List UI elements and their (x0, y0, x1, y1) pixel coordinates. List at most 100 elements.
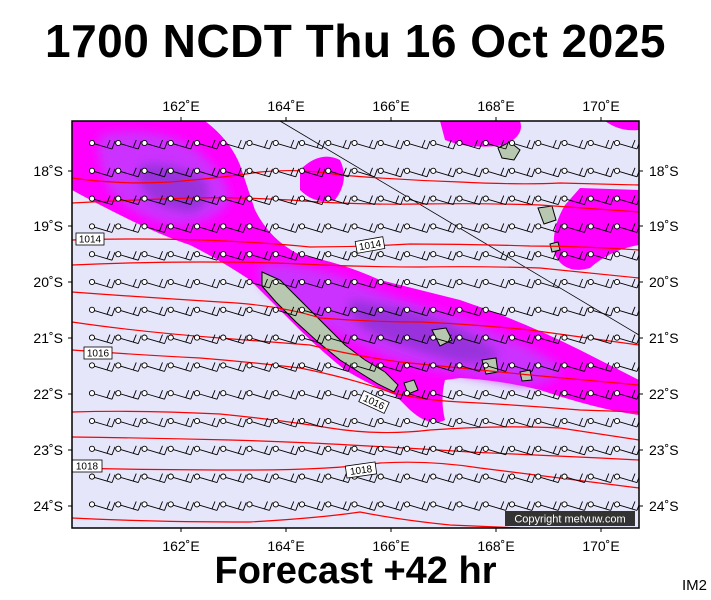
wind-barb (561, 334, 588, 345)
wind-barb (430, 501, 457, 511)
image-code: IM2 (681, 577, 707, 594)
wind-barb (535, 278, 562, 289)
wind-barb (430, 306, 457, 317)
lat-tick-label-right: 20˚S (649, 274, 679, 290)
wind-barb (535, 306, 562, 317)
wind-barb (141, 167, 168, 178)
wind-barb (377, 306, 405, 317)
wind-barb (167, 390, 195, 400)
wind-barb (272, 139, 300, 150)
wind-barb (141, 306, 168, 317)
wind-barb (456, 417, 483, 428)
wind-barb (298, 501, 326, 511)
lat-tick-label-left: 22˚S (33, 386, 63, 402)
wind-barb (430, 473, 457, 484)
wind-barb (141, 473, 168, 484)
wind-barb (325, 278, 352, 289)
wind-barb (561, 473, 588, 484)
wind-barb (535, 251, 562, 261)
wind-barb (587, 278, 615, 289)
wind-barb (88, 139, 116, 150)
wind-barb (482, 445, 510, 456)
wind-barb (88, 251, 116, 261)
wind-barb (141, 195, 168, 206)
wind-barb (456, 390, 483, 400)
wind-barb (587, 445, 615, 456)
isobar-line (72, 291, 639, 346)
wind-barb (456, 278, 483, 289)
svg-text:Copyright metvuw.com: Copyright metvuw.com (514, 514, 625, 526)
wind-barb (456, 223, 483, 233)
wind-barb (456, 139, 483, 150)
wind-barb (141, 223, 168, 233)
wind-barb (587, 334, 615, 345)
wind-barb (246, 362, 273, 372)
wind-barb (561, 445, 588, 456)
svg-text:1018: 1018 (349, 464, 373, 478)
vanuatu-island (537, 205, 557, 225)
wind-barb (430, 362, 457, 372)
wind-barb (561, 278, 588, 289)
wind-barb (351, 195, 378, 206)
wind-barb (508, 501, 536, 511)
wind-barb (403, 501, 431, 511)
wind-barb (482, 501, 510, 511)
wind-barb (508, 251, 536, 261)
lat-tick-label-left: 20˚S (33, 274, 63, 290)
isobar-label: 1016 (83, 346, 113, 360)
wind-barb (508, 306, 536, 317)
wind-barb (272, 306, 300, 317)
wind-barb (141, 417, 168, 428)
wind-barb (298, 362, 326, 372)
wind-barb (193, 251, 221, 261)
wind-barb (403, 445, 431, 456)
wind-barb (377, 251, 405, 261)
wind-barb (561, 501, 588, 511)
map-frame (71, 120, 640, 529)
wind-barb (535, 167, 562, 178)
wind-barb (351, 445, 378, 456)
wind-barb (482, 251, 510, 261)
wind-barb (508, 278, 536, 289)
wind-barb (561, 167, 588, 178)
wind-barb (587, 501, 615, 511)
wind-barb (193, 167, 221, 178)
wind-barb (430, 167, 457, 178)
wind-barb (88, 278, 116, 289)
isobar-line (72, 461, 639, 489)
lat-tick-label-right: 18˚S (649, 163, 679, 179)
isobar-line (72, 169, 639, 186)
wind-barb (220, 473, 247, 484)
wind-barb (403, 334, 431, 345)
wind-barb (141, 501, 168, 511)
wind-barb (272, 195, 300, 206)
wind-barb (193, 390, 221, 400)
wind-barb (115, 390, 142, 400)
wind-barb (508, 195, 536, 206)
wind-barb (220, 195, 247, 206)
wind-barb (193, 501, 221, 511)
forecast-label: Forecast +42 hr (214, 550, 497, 592)
wind-barb (377, 223, 405, 233)
wind-barb (88, 195, 116, 206)
wind-barb (220, 167, 247, 178)
wind-barb (272, 334, 300, 345)
wind-barb (325, 195, 352, 206)
wind-barb (167, 473, 195, 484)
wind-barb (430, 334, 457, 345)
wind-barb (377, 390, 405, 400)
wind-barb (220, 223, 247, 233)
wind-barb (167, 306, 195, 317)
wind-barb (88, 445, 116, 456)
wind-barb (193, 278, 221, 289)
wind-barb (115, 139, 142, 150)
wind-barb (325, 223, 352, 233)
isobar-label: 1014 (354, 236, 386, 254)
wind-barb (561, 223, 588, 233)
wind-barb (220, 445, 247, 456)
wind-barb (88, 167, 116, 178)
wind-barb (377, 417, 405, 428)
wind-barb (115, 251, 142, 261)
wind-barb (456, 195, 483, 206)
